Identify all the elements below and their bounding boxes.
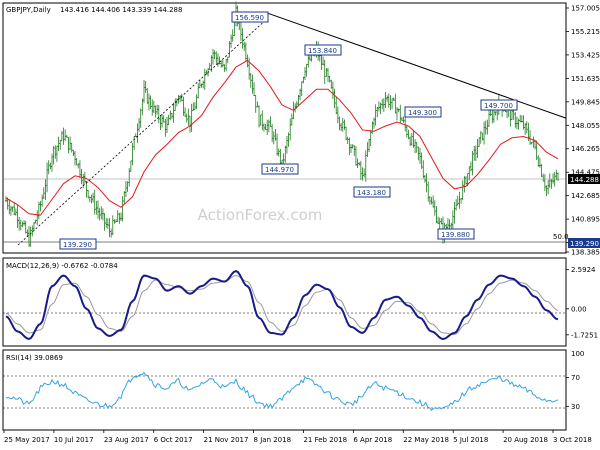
price-bars [5, 1, 559, 247]
price-annotation-label: 139.290 [63, 241, 92, 249]
price-axis-label: 153.425 [571, 51, 600, 59]
price-axis-label: 138.385 [571, 249, 600, 257]
price-panel-frame [2, 2, 567, 254]
macd-panel-frame [2, 257, 567, 347]
price-annotation: 139.290 [59, 238, 97, 250]
x-axis-label: 21 Nov 2017 [204, 436, 249, 444]
price-axis-label: 146.265 [571, 145, 600, 153]
x-axis-label: 25 May 2017 [4, 436, 50, 444]
rsi-title: RSI(14) 39.0869 [6, 354, 63, 362]
macd-axis-label: 2.5924 [571, 266, 596, 274]
watermark-text: ActionForex.com [198, 206, 323, 224]
price-axis-label: 148.055 [571, 122, 600, 130]
price-annotation-label: 156.590 [235, 14, 264, 22]
price-axis-label: 144.475 [571, 169, 600, 177]
macd-axis-label: 0.00 [571, 305, 587, 313]
price-annotation-label: 149.700 [484, 102, 513, 110]
x-axis: 25 May 2017 10 Jul 2017 23 Aug 2017 6 Oct 2… [3, 430, 592, 444]
price-annotation-label: 153.840 [308, 47, 337, 55]
price-axis-label: 142.685 [571, 192, 600, 200]
macd-line [5, 269, 559, 341]
fib-level-label: 50.0 [553, 233, 569, 241]
price-annotation: 156.590 [231, 11, 269, 23]
price-annotation-label: 149.300 [408, 109, 437, 117]
rsi-line [5, 371, 559, 412]
price-annotation-label: 139.880 [441, 231, 470, 239]
moving-average-line [5, 59, 559, 216]
current-price-tag [568, 174, 600, 184]
rsi-panel-frame [2, 349, 567, 431]
price-annotation: 149.700 [480, 99, 518, 111]
x-axis-label: 6 Apr 2018 [353, 436, 392, 444]
x-axis-label: 22 May 2018 [403, 436, 449, 444]
signal-line [5, 275, 559, 335]
price-annotation: 143.180 [353, 186, 391, 198]
symbol-title: GBPJPY,Daily [6, 6, 51, 14]
fib-price-tag [568, 238, 600, 248]
x-axis-label: 5 Jul 2018 [453, 436, 488, 444]
price-annotation: 153.840 [304, 44, 342, 56]
price-annotation: 139.880 [437, 228, 475, 240]
x-axis-label: 3 Oct 2018 [553, 436, 592, 444]
fib-price-label: 139.290 [570, 240, 599, 248]
price-annotation-label: 143.180 [357, 189, 386, 197]
rsi-axis-label: 70 [571, 374, 580, 382]
price-bar [557, 172, 559, 181]
macd-axis: 2.5924 0.00 -1.7251 [566, 266, 598, 339]
ohlc-readout: 143.416 144.406 143.339 144.288 [60, 6, 182, 14]
price-annotations: 156.590 153.840 149.300 149.700 144.970 143.1… [59, 11, 518, 250]
price-axis-label: 149.845 [571, 98, 600, 106]
price-annotation: 149.300 [404, 106, 442, 118]
price-annotation-label: 144.970 [265, 166, 294, 174]
price-axis-label: 140.895 [571, 216, 600, 224]
current-price-label: 144.288 [570, 176, 599, 184]
x-axis-label: 10 Jul 2017 [54, 436, 94, 444]
x-axis-label: 8 Jan 2018 [254, 436, 292, 444]
price-annotation: 144.970 [261, 163, 299, 175]
price-axis-label: 151.635 [571, 75, 600, 83]
price-axis-label: 155.215 [571, 28, 600, 36]
x-axis-label: 6 Oct 2017 [154, 436, 193, 444]
price-axis-label: 157.005 [571, 5, 600, 13]
rsi-axis-label: 100 [571, 350, 584, 358]
macd-title: MACD(12,26,9) -0.6762 -0.0784 [6, 262, 118, 270]
x-axis-label: 20 Aug 2018 [503, 436, 548, 444]
x-axis-label: 21 Feb 2018 [303, 436, 347, 444]
x-axis-label: 23 Aug 2017 [104, 436, 149, 444]
rsi-axis: 70 30 100 [566, 350, 584, 411]
macd-axis-label: -1.7251 [571, 331, 598, 339]
dashed-trend-line [17, 17, 269, 246]
rsi-axis-label: 30 [571, 403, 580, 411]
